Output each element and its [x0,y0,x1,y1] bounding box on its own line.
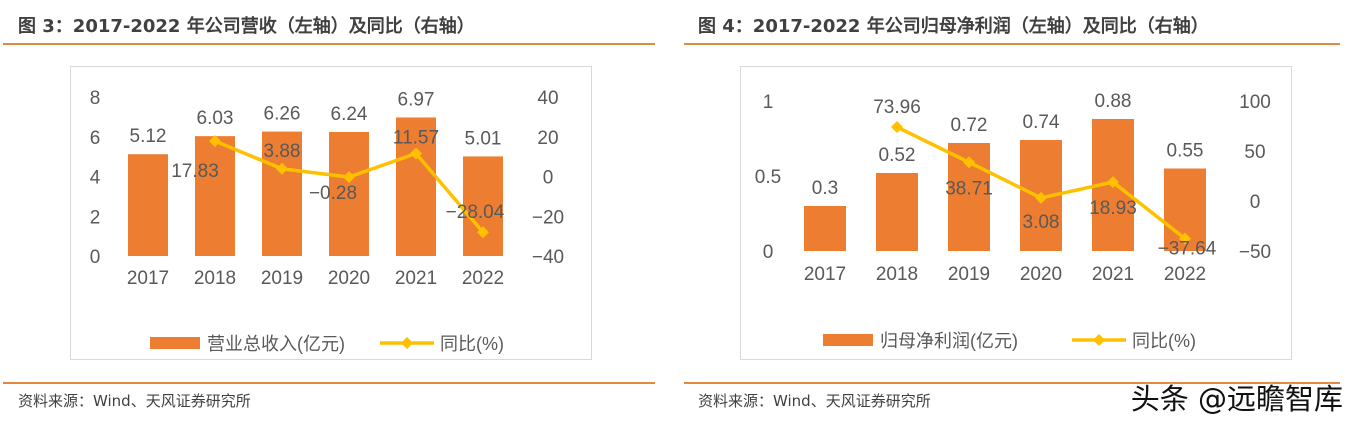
line-data-label: 3.88 [264,141,301,162]
right-axis-tick: 0 [1250,192,1261,213]
bar-data-label: 5.01 [465,128,502,149]
chart2-title: 图 4：2017-2022 年公司归母净利润（左轴）及同比（右轴） [698,16,1209,37]
bar-data-label: 0.3 [812,178,838,199]
x-axis-tick: 2019 [261,268,303,289]
x-axis-tick: 2018 [876,264,918,285]
line-marker [1179,232,1191,245]
right-axis-tick: 50 [1244,142,1265,163]
right-axis-tick: 100 [1239,92,1271,113]
line-data-label: 73.96 [873,97,921,118]
bar-data-label: 0.72 [951,115,988,136]
source-note-1: 资料来源：Wind、天风证券研究所 [18,392,251,410]
line-data-label: 18.93 [1089,198,1137,219]
source-note-2: 资料来源：Wind、天风证券研究所 [698,392,931,410]
bar [195,136,235,256]
line-marker [1035,191,1047,204]
x-axis-tick: 2019 [948,264,990,285]
x-axis-tick: 2018 [194,268,236,289]
right-axis-tick: −20 [532,207,564,228]
bar-data-label: 5.12 [130,126,167,147]
x-axis-tick: 2020 [1020,264,1062,285]
legend-bar-swatch [150,337,200,349]
line-marker [276,162,288,175]
line-data-label: −37.64 [1158,239,1217,260]
chart1-title: 图 3：2017-2022 年公司营收（左轴）及同比（右轴） [18,16,475,37]
bar-data-label: 6.03 [197,108,234,129]
x-axis-tick: 2021 [395,268,437,289]
chart2-frame [740,66,1292,360]
bar [329,131,369,256]
title-rule-2 [684,43,1340,45]
x-axis-tick: 2022 [462,268,504,289]
line-data-label: −28.04 [446,202,505,223]
bar-data-label: 6.97 [398,89,435,110]
right-axis-tick: 20 [537,128,558,149]
right-axis-tick: −40 [532,247,564,268]
x-axis-tick: 2017 [127,268,169,289]
line-data-label: 38.71 [945,178,993,199]
legend-line-marker [401,337,413,349]
left-axis-tick: 0.5 [755,167,781,188]
left-axis-tick: 6 [90,128,101,149]
line-marker [343,171,355,184]
bar-data-label: 0.55 [1167,141,1204,162]
bar [463,156,503,256]
line-data-label: 11.57 [393,128,439,149]
line-marker [891,121,903,134]
legend-line-marker [1093,334,1105,346]
legend-bar-swatch [823,334,873,346]
line-data-label: −0.28 [309,183,357,204]
bar [396,117,436,256]
bar [128,154,168,256]
chart1-frame [70,66,592,360]
right-axis-tick: 40 [537,88,558,109]
x-axis-tick: 2020 [328,268,370,289]
left-axis-tick: 0 [763,242,774,263]
line-marker [209,135,221,148]
line-marker [1107,176,1119,189]
line-data-label: 17.83 [171,161,219,182]
left-axis-tick: 4 [90,168,101,189]
bar-data-label: 6.26 [264,104,301,125]
legend-line-label: 同比(%) [1132,331,1196,351]
legend-bar-label: 归母净利润(亿元) [880,331,1018,351]
line-marker [477,226,489,239]
source-rule-2 [684,382,1340,384]
legend-bar-label: 营业总收入(亿元) [207,334,345,354]
line-data-label: 3.08 [1023,212,1060,233]
line-marker [963,156,975,169]
left-axis-tick: 1 [763,92,774,113]
line-marker [410,147,422,160]
x-axis-tick: 2017 [804,264,846,285]
bar [262,131,302,256]
x-axis-tick: 2022 [1164,264,1206,285]
bar [804,206,846,251]
right-axis-tick: 0 [543,168,554,189]
title-rule-1 [3,43,655,45]
left-axis-tick: 2 [90,207,101,228]
bar-data-label: 6.24 [331,104,368,125]
source-rule-1 [3,382,655,384]
right-axis-tick: −50 [1239,242,1271,263]
legend-line-label: 同比(%) [440,334,504,354]
bar-data-label: 0.52 [879,145,916,166]
bar [876,173,918,251]
bar-data-label: 0.88 [1095,91,1132,112]
x-axis-tick: 2021 [1092,264,1134,285]
watermark: 头条 @远瞻智库 [1130,382,1343,416]
bar-data-label: 0.74 [1023,112,1060,133]
left-axis-tick: 0 [90,247,101,268]
left-axis-tick: 8 [90,88,101,109]
